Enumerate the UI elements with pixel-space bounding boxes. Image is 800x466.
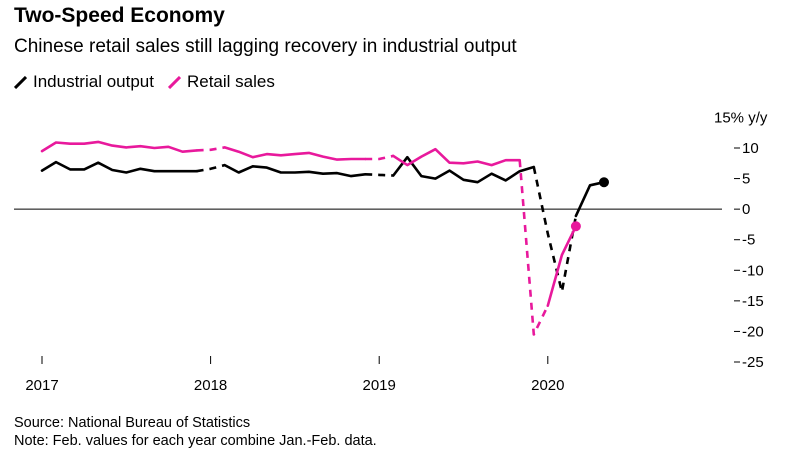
y-tick-label: 10 (742, 140, 759, 157)
legend-item-retail: Retail sales (167, 72, 275, 92)
chart-footer: Source: National Bureau of Statistics No… (14, 414, 377, 450)
series-line-industrial-output (196, 163, 226, 173)
y-unit-label: 15% y/y (714, 109, 768, 126)
legend-label-retail: Retail sales (186, 72, 275, 91)
legend-item-industrial: Industrial output (14, 72, 154, 92)
x-tick-label: 2018 (194, 377, 227, 394)
series-line-industrial-output (223, 163, 367, 178)
series-line-retail-sales (518, 160, 549, 336)
y-tick-label: -5 (742, 232, 755, 249)
series-line-industrial-output (365, 173, 394, 177)
series-line-industrial-output (392, 155, 536, 184)
series-line-retail-sales (392, 147, 521, 167)
y-tick-label: -25 (742, 354, 764, 371)
x-tick-label: 2020 (531, 377, 564, 394)
y-tick-label: 0 (742, 201, 750, 218)
source-note: Source: National Bureau of Statistics (14, 415, 251, 431)
chart-legend: Industrial output Retail sales (14, 72, 289, 92)
legend-label-industrial: Industrial output (33, 72, 154, 91)
data-note: Note: Feb. values for each year combine … (14, 433, 377, 449)
chart-title: Two-Speed Economy (14, 4, 225, 27)
series-line-retail-sales (40, 140, 198, 153)
x-tick-label: 2019 (363, 377, 396, 394)
series-line-industrial-output (40, 160, 198, 174)
series-line-industrial-output (532, 166, 578, 293)
series-end-marker-retail-sales (570, 221, 581, 232)
series-line-industrial-output (574, 180, 606, 218)
legend-swatch-industrial (14, 75, 27, 89)
series-line-retail-sales (196, 146, 225, 152)
series-line-retail-sales (365, 154, 394, 161)
series-line-retail-sales (223, 146, 367, 161)
series-line-retail-sales (546, 225, 578, 307)
chart-subtitle: Chinese retail sales still lagging recov… (14, 36, 517, 57)
y-tick-label: -20 (742, 323, 764, 340)
series-end-marker-industrial-output (599, 177, 609, 188)
y-tick-label: -15 (742, 293, 764, 310)
y-tick-label: -10 (742, 262, 764, 279)
y-tick-label: 5 (742, 171, 750, 188)
legend-swatch-retail (167, 75, 181, 89)
x-tick-label: 2017 (25, 377, 58, 394)
